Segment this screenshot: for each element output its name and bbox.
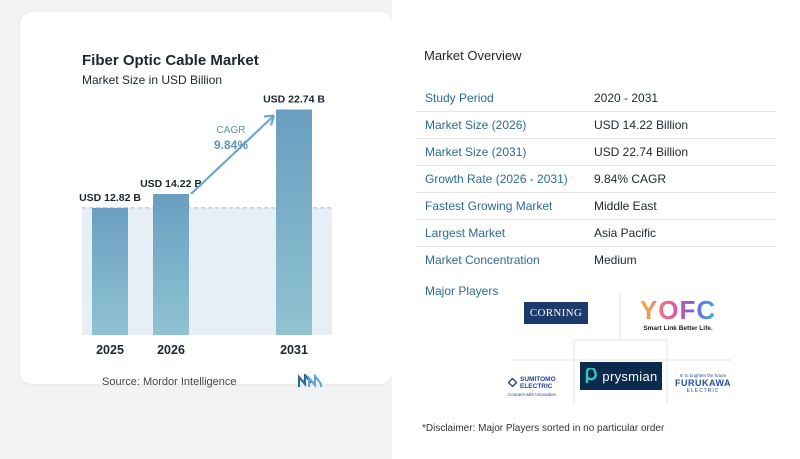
row-label: Largest Market [425,226,506,240]
yofc-logo: YOFC Smart Link Better Life. [636,294,720,334]
cagr-label: CAGR [217,125,246,136]
table-row: Market Concentration Medium [416,246,776,273]
chart-subtitle: Market Size in USD Billion [82,73,223,87]
furukawa-electric-logo: In to brighten the future FURUKAWA ELECT… [674,368,732,398]
row-label: Growth Rate (2026 - 2031) [425,172,568,186]
table-row: Study Period 2020 - 2031 [416,84,776,111]
bar-2026 [153,193,189,335]
prysmian-logo: prysmian [580,362,662,390]
sumitomo-tagline: Connect with Innovation [508,391,557,397]
data-label-2031: USD 22.74 B [263,93,325,105]
sumitomo-emblem-icon [508,378,517,387]
overview-title: Market Overview [424,48,522,63]
row-label: Market Size (2031) [425,145,527,159]
mordor-logo-icon [298,374,322,388]
data-label-2026: USD 14.22 B [140,178,202,190]
furukawa-sub: ELECTRIC [686,387,720,394]
tick-label-2026: 2026 [157,343,185,357]
sumitomo-electric-logo: SUMITOMO ELECTRIC Connect with Innovatio… [508,372,562,400]
cagr-arrow-line [190,114,275,195]
row-value: 2020 - 2031 [594,90,659,105]
yofc-tagline: Smart Link Better Life. [643,324,713,332]
chart-title: Fiber Optic Cable Market [82,52,259,69]
row-value: Asia Pacific [594,226,657,240]
overview-table: Study Period 2020 - 2031 Market Size (20… [416,84,776,273]
bar-2031 [276,109,312,336]
data-label-2025: USD 12.82 B [79,192,141,204]
prysmian-logo-text: prysmian [602,368,658,384]
source-text: Source: Mordor Intelligence [102,376,237,388]
disclaimer-text: *Disclaimer: Major Players sorted in no … [422,423,665,434]
tick-label-2031: 2031 [280,343,308,357]
table-row: Fastest Growing Market Middle East [416,192,776,219]
sumitomo-line1: SUMITOMO [520,375,556,383]
bar-chart: USD 12.82 B 2025 USD 14.22 B 2026 USD 22.74 … [79,93,332,357]
table-row: Market Size (2031) USD 22.74 Billion [416,138,776,165]
row-label: Market Size (2026) [425,118,527,132]
furukawa-tagline: In to brighten the future [679,372,727,378]
row-value: Middle East [594,199,657,213]
tick-label-2025: 2025 [96,343,124,357]
row-value: USD 22.74 Billion [594,145,689,159]
row-label: Study Period [425,90,494,105]
chart-card: USD 12.82 B 2025 USD 14.22 B 2026 USD 22.74 … [20,12,392,388]
table-row: Growth Rate (2026 - 2031) 9.84% CAGR [416,165,776,192]
table-row: Largest Market Asia Pacific [416,219,776,246]
row-value: Medium [594,253,637,267]
row-label: Market Concentration [425,253,540,267]
row-label: Fastest Growing Market [425,199,553,213]
furukawa-logo-text: FURUKAWA [675,377,731,388]
prysmian-emblem-icon [586,368,598,383]
yofc-logo-text: YOFC [639,294,717,325]
major-players-label: Major Players [425,284,499,298]
corning-logo-text: CORNING [529,307,583,319]
corning-logo: CORNING [524,302,588,324]
row-value: USD 14.22 Billion [594,118,689,132]
bar-2025 [92,207,128,335]
table-row: Market Size (2026) USD 14.22 Billion [416,111,776,138]
market-overview-panel: Market Overview Study Period 2020 - 2031… [392,0,800,459]
cagr-value: 9.84% [214,138,248,152]
sumitomo-line2: ELECTRIC [520,382,553,390]
cagr-arrow-head-icon [263,114,276,126]
row-value: 9.84% CAGR [594,172,667,186]
